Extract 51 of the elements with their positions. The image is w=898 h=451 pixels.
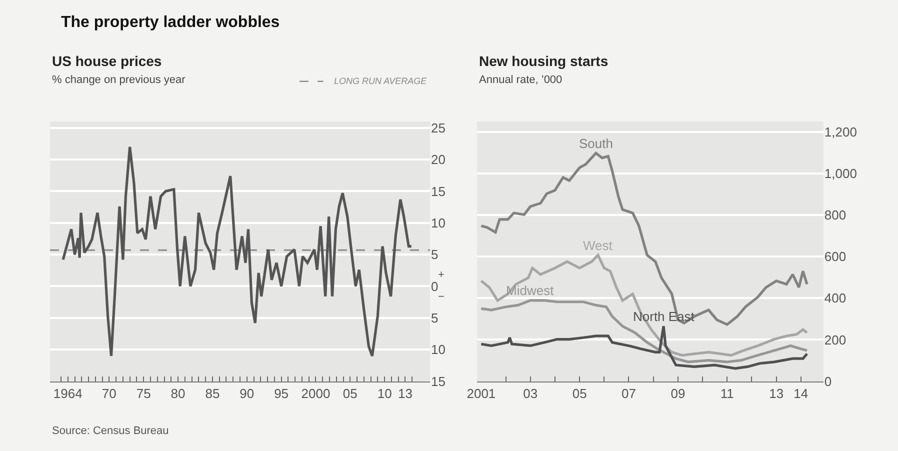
line-series xyxy=(480,324,808,370)
chart-title: New housing starts xyxy=(479,53,608,69)
x-tick-label: 2000 xyxy=(301,386,330,401)
y-tick-label: 1,200 xyxy=(824,124,857,140)
y-tick-label: 20 xyxy=(431,152,446,168)
x-tick-label: 11 xyxy=(720,386,734,401)
source-note: Source: Census Bureau xyxy=(52,425,169,437)
line-series xyxy=(480,152,808,326)
y-tick-label: 400 xyxy=(824,290,846,306)
y-tick-label: 10 xyxy=(431,342,446,358)
x-tick-label: 13 xyxy=(769,386,784,401)
x-tick-label: 05 xyxy=(572,386,587,401)
y-tick-label: 600 xyxy=(824,249,846,264)
y-axis-title: % change on previous year xyxy=(52,74,186,86)
x-tick-label: 05 xyxy=(342,386,358,401)
y-tick-label: 15 xyxy=(431,184,446,199)
y-tick-label: 0 xyxy=(824,374,832,389)
x-tick-label: 70 xyxy=(102,386,116,401)
text: The property ladder wobbles xyxy=(61,14,280,31)
y-tick-label: 200 xyxy=(824,332,846,348)
x-tick-label: 85 xyxy=(205,386,220,401)
x-tick-label: 75 xyxy=(136,386,151,401)
text: + xyxy=(438,269,444,281)
y-tick-label: 10 xyxy=(431,215,446,230)
x-tick-label: 80 xyxy=(170,386,186,401)
legend-label: LONG RUN AVERAGE xyxy=(334,76,428,86)
y-tick-label: 1,000 xyxy=(824,166,857,182)
x-tick-label: 10 xyxy=(377,386,392,401)
line-series xyxy=(480,299,808,364)
y-tick-label: 0 xyxy=(431,278,438,294)
y-tick-label: 800 xyxy=(824,208,846,223)
y-tick-label: 15 xyxy=(431,374,446,389)
chart-title: US house prices xyxy=(52,53,162,69)
line-series xyxy=(62,146,413,358)
x-tick-label: 2001 xyxy=(466,386,496,401)
y-tick-label: 5 xyxy=(431,247,438,262)
y-tick-label: 25 xyxy=(431,120,446,136)
x-tick-label: 07 xyxy=(622,386,636,401)
x-tick-label: 95 xyxy=(274,386,289,401)
y-axis-title: Annual rate, ’000 xyxy=(479,74,562,86)
series-label: West xyxy=(583,238,613,253)
x-tick-label: 03 xyxy=(523,386,538,401)
x-tick-label: 09 xyxy=(670,386,686,401)
y-tick-label: 5 xyxy=(431,310,438,326)
text: − xyxy=(438,291,444,303)
series-label: South xyxy=(579,136,613,151)
x-tick-label: 14 xyxy=(794,386,808,401)
line-series xyxy=(480,254,808,357)
x-tick-label: 1964 xyxy=(53,386,82,401)
x-tick-label: 13 xyxy=(398,386,412,401)
x-tick-label: 90 xyxy=(240,386,254,401)
